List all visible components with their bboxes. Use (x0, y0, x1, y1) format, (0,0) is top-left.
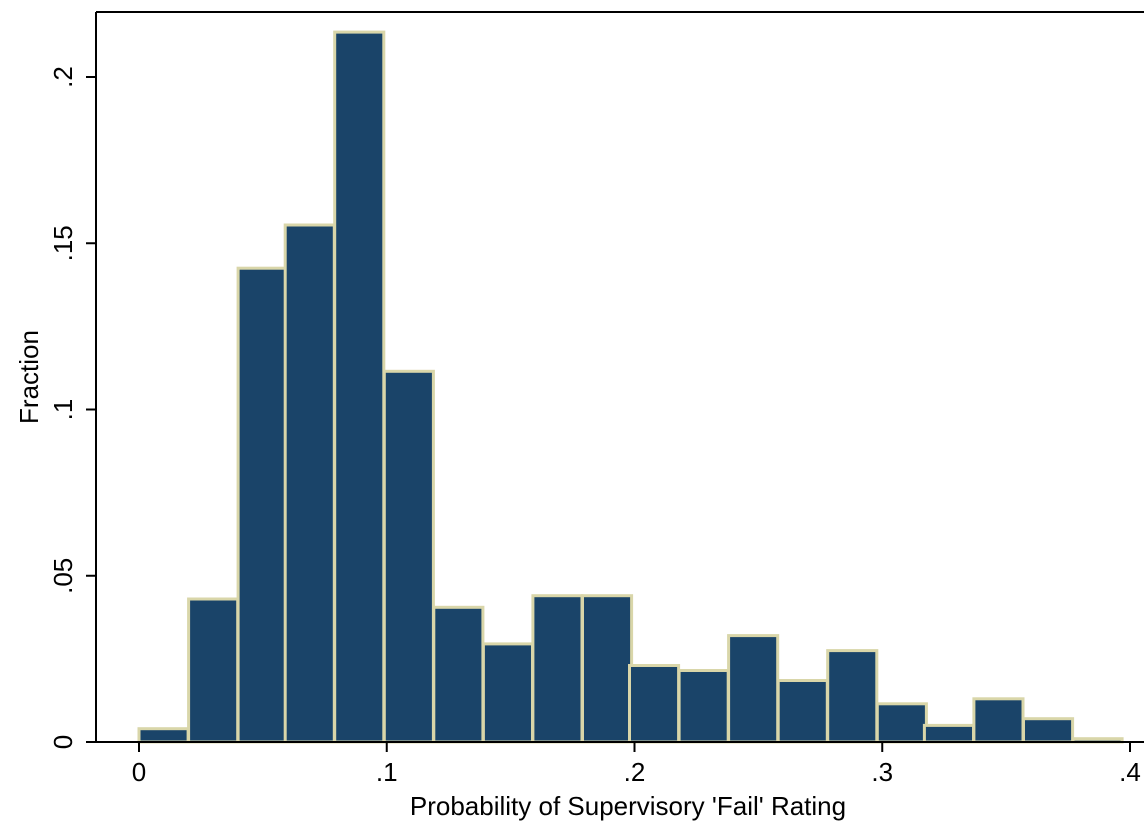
histogram-bar-19 (1022, 717, 1075, 744)
histogram-bar-6 (382, 369, 435, 744)
histogram-bar-12 (677, 669, 730, 744)
histogram-bar-7 (432, 605, 485, 744)
axes-group (95, 11, 1144, 743)
bars-group (137, 30, 1124, 744)
histogram-bar-5 (333, 30, 386, 744)
histogram-bar-4 (283, 223, 336, 744)
y-tick-label-2: .05 (48, 558, 78, 594)
x-tick-label-3: .2 (624, 757, 646, 787)
x-tick-label-1: 0 (132, 757, 146, 787)
histogram-bar-11 (628, 664, 681, 744)
histogram-bar-17 (922, 723, 976, 744)
y-tick-label-1: 0 (48, 735, 78, 749)
y-tick-label-4: .15 (48, 225, 78, 261)
x-tick-label-5: .4 (1119, 757, 1141, 787)
y-tick-label-3: .1 (48, 399, 78, 421)
ticks-group: 0 .1 .2 .3 .4 0 .05 .1 .15 .2 (48, 66, 1141, 787)
histogram-bar-3 (236, 266, 289, 744)
histogram-bar-10 (581, 594, 634, 744)
histogram-bar-2 (187, 597, 240, 744)
histogram-bar-14 (776, 679, 829, 744)
y-axis-title: Fraction (14, 330, 44, 424)
x-tick-label-4: .3 (871, 757, 893, 787)
histogram-bar-15 (826, 649, 879, 744)
histogram-bar-16 (875, 702, 928, 744)
histogram-bar-18 (972, 697, 1025, 744)
histogram-bar-9 (531, 594, 584, 744)
histogram-bar-13 (727, 634, 780, 744)
y-tick-label-5: .2 (48, 66, 78, 88)
histogram-bar-1 (137, 727, 190, 744)
x-tick-label-2: .1 (376, 757, 398, 787)
x-axis-title: Probability of Supervisory 'Fail' Rating (410, 791, 846, 821)
histogram-bar-8 (481, 642, 534, 744)
